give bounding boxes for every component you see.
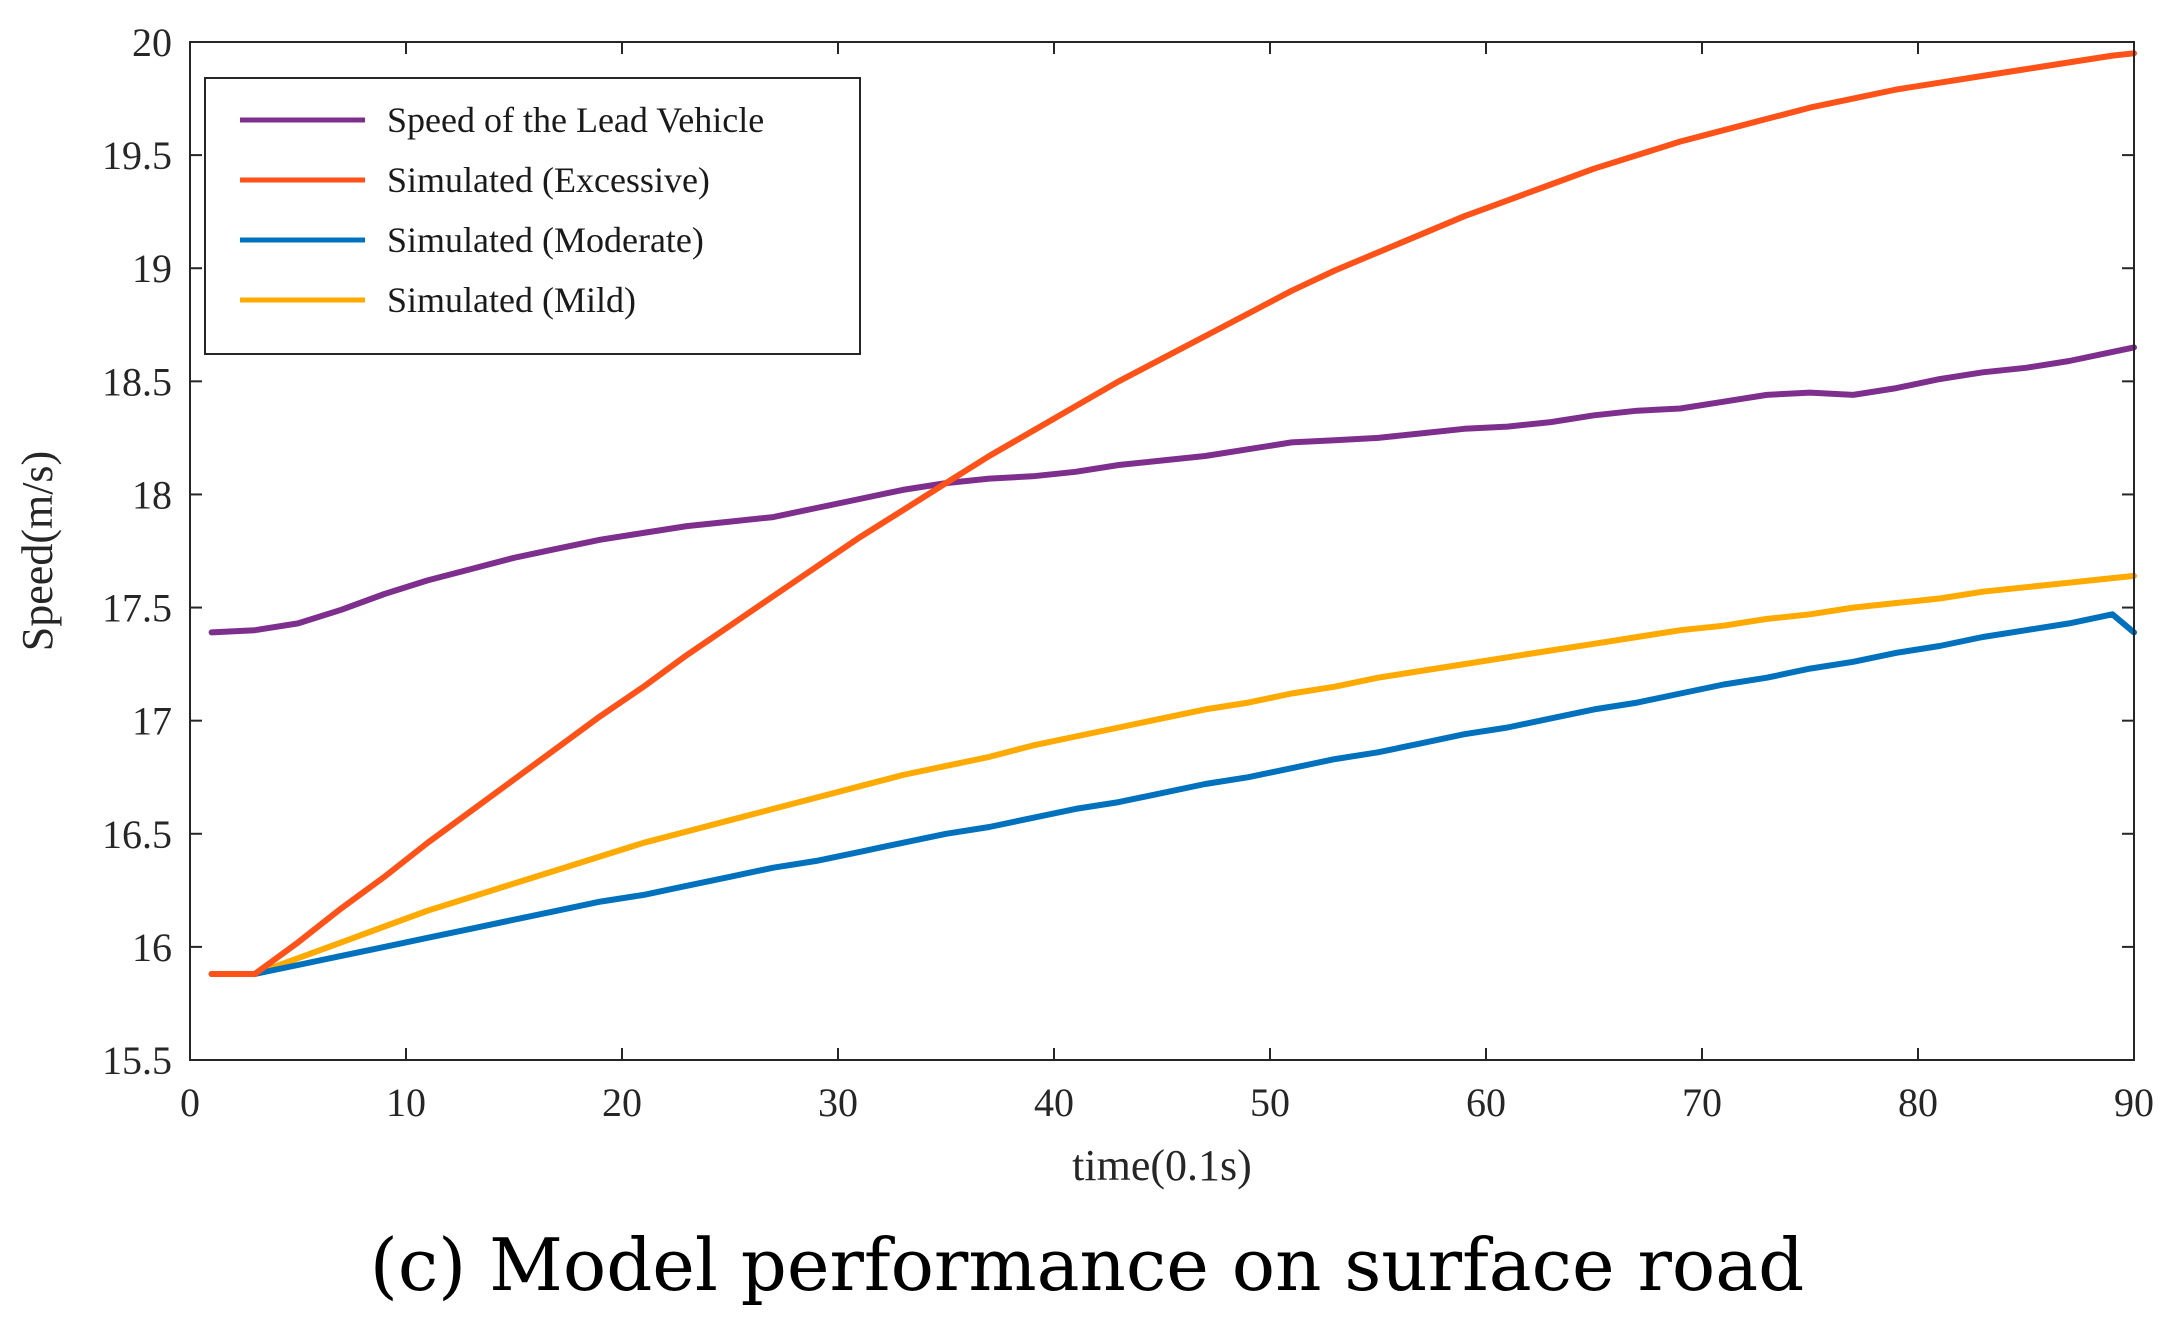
x-tick-label: 10 [386,1080,426,1125]
x-tick-label: 90 [2114,1080,2154,1125]
legend-label-simulated-moderate: Simulated (Moderate) [387,220,704,260]
y-tick-label: 17 [132,699,172,744]
y-axis-label: Speed(m/s) [13,451,62,651]
y-tick-label: 18 [132,472,172,517]
legend: Speed of the Lead Vehicle Simulated (Exce… [204,77,861,355]
x-tick-label: 60 [1466,1080,1506,1125]
series-line-simulated-excessive [208,50,2137,977]
x-tick-label: 30 [818,1080,858,1125]
y-tick-label: 16.5 [102,812,172,857]
y-tick-label: 17.5 [102,586,172,631]
tick-labels-layer: 0 10 20 30 40 50 60 70 80 90 15.5 16 16.5 17 17.5 18 18.… [102,20,2154,1125]
series-line-simulated-mild [208,572,2137,977]
y-tick-label: 15.5 [102,1038,172,1083]
y-tick-label: 19.5 [102,133,172,178]
legend-label-simulated-excessive: Simulated (Excessive) [387,160,710,200]
x-tick-label: 70 [1682,1080,1722,1125]
ticks-layer [189,41,2135,1061]
legend-label-speed-of-the-lead-vehicle: Speed of the Lead Vehicle [387,100,764,140]
x-tick-label: 20 [602,1080,642,1125]
y-tick-label: 19 [132,246,172,291]
series-line-speed-of-the-lead-vehicle [208,344,2137,636]
legend-box [204,77,861,355]
x-tick-label: 0 [180,1080,200,1125]
legend-label-simulated-mild: Simulated (Mild) [387,280,636,320]
x-tick-label: 50 [1250,1080,1290,1125]
y-tick-label: 20 [132,20,172,65]
x-tick-label: 40 [1034,1080,1074,1125]
y-tick-label: 18.5 [102,359,172,404]
series-line-simulated-moderate [208,611,2137,977]
figure-caption: (c) Model performance on surface road [370,1223,1805,1307]
series-layer [208,50,2137,977]
plot-frame [189,41,2135,1061]
x-axis-label: time(0.1s) [1072,1141,1252,1190]
x-tick-label: 80 [1898,1080,1938,1125]
y-tick-label: 16 [132,925,172,970]
